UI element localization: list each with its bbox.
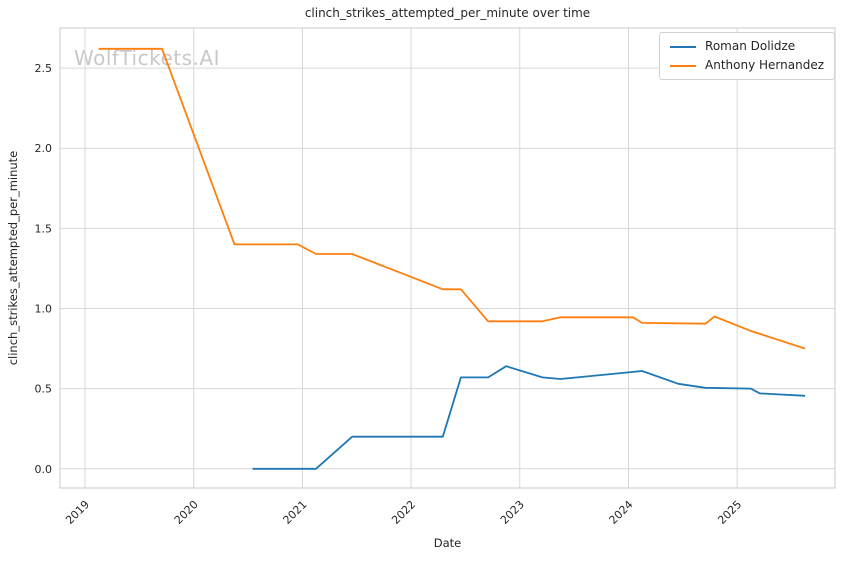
y-tick-label: 1.5 (35, 222, 53, 235)
x-tick-label: 2024 (607, 498, 636, 527)
series-line-roman-dolidze (252, 365, 806, 470)
x-tick-label: 2021 (281, 498, 310, 527)
y-axis-label: clinch_strikes_attempted_per_minute (6, 150, 20, 366)
y-tick-label: 2.0 (35, 142, 53, 155)
y-tick-label: 2.5 (35, 62, 53, 75)
x-tick-label: 2022 (389, 498, 418, 527)
x-axis-label: Date (433, 536, 462, 550)
x-tick-label: 2025 (715, 498, 744, 527)
plot-border (59, 27, 836, 489)
y-tick-label: 0.5 (35, 383, 53, 396)
x-tick-label: 2020 (172, 498, 201, 527)
series-line-anthony-hernandez (98, 47, 806, 350)
y-tick-label: 1.0 (35, 302, 53, 315)
y-tick-label: 0.0 (35, 463, 53, 476)
watermark: WolfTickets.AI (74, 46, 220, 70)
x-tick-label: 2023 (498, 498, 527, 527)
legend-item-anthony-hernandez: Anthony Hernandez (670, 58, 824, 73)
legend-line-swatch-orange (670, 64, 697, 67)
legend-label-anthony-hernandez: Anthony Hernandez (705, 58, 824, 73)
legend-label-roman-dolidze: Roman Dolidze (705, 39, 796, 53)
legend-line-swatch-blue (670, 45, 697, 48)
legend: Roman Dolidze Anthony Hernandez (659, 32, 835, 81)
x-tick-label: 2019 (63, 498, 92, 527)
legend-item-roman-dolidze: Roman Dolidze (670, 39, 824, 53)
chart-title: clinch_strikes_attempted_per_minute over… (304, 6, 591, 20)
